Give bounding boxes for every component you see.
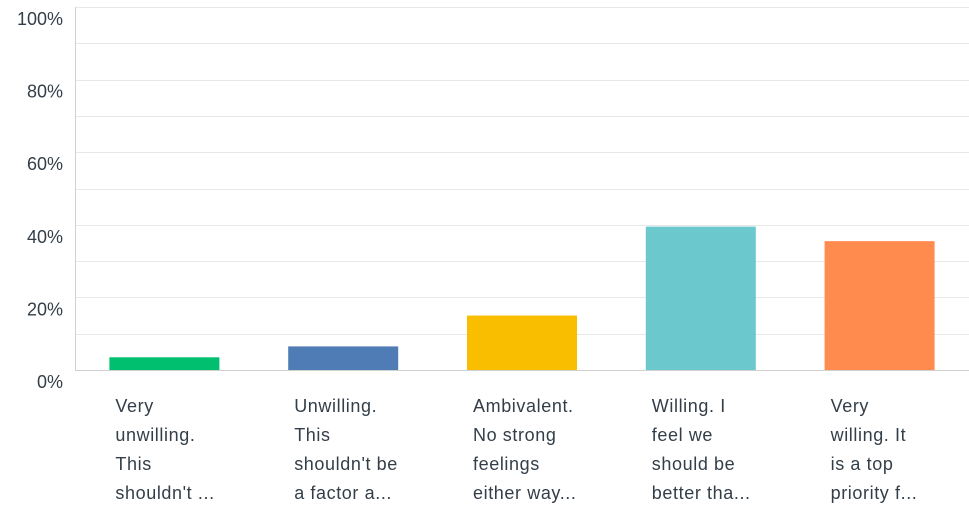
gridlines: [75, 7, 969, 335]
x-tick-label: Very willing. It is a top priority f...: [830, 396, 918, 503]
x-tick-label-line: This: [115, 454, 151, 474]
y-tick-label: 60%: [27, 154, 63, 174]
x-tick-label-line: is a top: [831, 454, 894, 474]
y-tick-label: 40%: [27, 227, 63, 247]
x-tick-label-line: willing. It: [830, 425, 907, 445]
x-axis-ticks: Very unwilling. This shouldn't ... Unwilling…: [115, 396, 918, 503]
x-tick-label-line: a factor a...: [294, 483, 392, 503]
y-tick-label: 20%: [27, 299, 63, 319]
bars: [109, 226, 935, 370]
x-tick-label: Willing. I feel we should be better tha...: [652, 396, 751, 503]
bar[interactable]: [645, 226, 756, 370]
x-tick-label-line: shouldn't ...: [115, 483, 214, 503]
x-tick-label-line: feel we: [652, 425, 713, 445]
x-tick-label-line: unwilling.: [115, 425, 195, 445]
x-tick-label-line: feelings: [473, 454, 540, 474]
axes: [75, 7, 969, 371]
x-tick-label: Ambivalent. No strong feelings either way..…: [473, 396, 577, 503]
x-tick-label-line: better tha...: [652, 483, 751, 503]
bar[interactable]: [109, 357, 220, 370]
x-tick-label-line: Very: [115, 396, 153, 416]
x-tick-label-line: Ambivalent.: [473, 396, 574, 416]
bar[interactable]: [288, 346, 399, 370]
x-tick-label-line: should be: [652, 454, 735, 474]
y-tick-label: 0%: [37, 372, 63, 392]
y-axis-ticks: 0% 20% 40% 60% 80% 100%: [17, 9, 63, 392]
x-tick-label-line: Unwilling.: [294, 396, 377, 416]
x-tick-label-line: shouldn't be: [294, 454, 398, 474]
x-tick-label-line: This: [294, 425, 330, 445]
x-tick-label-line: priority f...: [831, 483, 918, 503]
x-tick-label-line: either way...: [473, 483, 577, 503]
x-tick-label-line: Very: [831, 396, 869, 416]
bar[interactable]: [824, 241, 935, 370]
y-tick-label: 100%: [17, 9, 63, 29]
y-tick-label: 80%: [27, 82, 63, 102]
x-tick-label-line: Willing. I: [652, 396, 726, 416]
x-tick-label: Very unwilling. This shouldn't ...: [115, 396, 214, 503]
x-tick-label: Unwilling. This shouldn't be a factor a...: [294, 396, 398, 503]
bar[interactable]: [467, 315, 577, 370]
x-tick-label-line: No strong: [473, 425, 556, 445]
